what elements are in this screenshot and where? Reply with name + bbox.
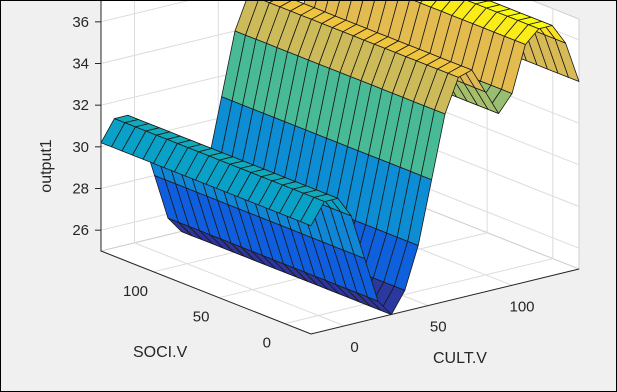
z-tick-label: 26: [72, 222, 89, 239]
x-tick-label: 50: [193, 309, 210, 326]
z-tick-label: 36: [72, 14, 89, 31]
z-tick-label: 34: [72, 56, 89, 73]
x-tick-label: 0: [263, 335, 271, 352]
y-tick-label: 100: [509, 298, 534, 315]
surface-mesh: [100, 1, 580, 315]
z-tick-label: 32: [72, 97, 89, 114]
z-axis-label: output1: [38, 139, 55, 192]
x-axis-label: SOCI.V: [133, 344, 188, 361]
y-tick-label: 0: [350, 339, 358, 356]
y-axis-label: CULT.V: [433, 350, 487, 367]
surface-patch: [300, 196, 325, 227]
axes-front-edges: [100, 1, 580, 335]
tick-labels: 26 28 30 32 34 36 0 50 100 0 50 100: [72, 1, 580, 356]
z-tick-label: 30: [72, 139, 89, 156]
z-tick-label: 28: [72, 181, 89, 198]
y-gridline: [134, 1, 345, 327]
y-tick-label: 50: [430, 319, 447, 336]
x-tick-label: 100: [123, 283, 148, 300]
